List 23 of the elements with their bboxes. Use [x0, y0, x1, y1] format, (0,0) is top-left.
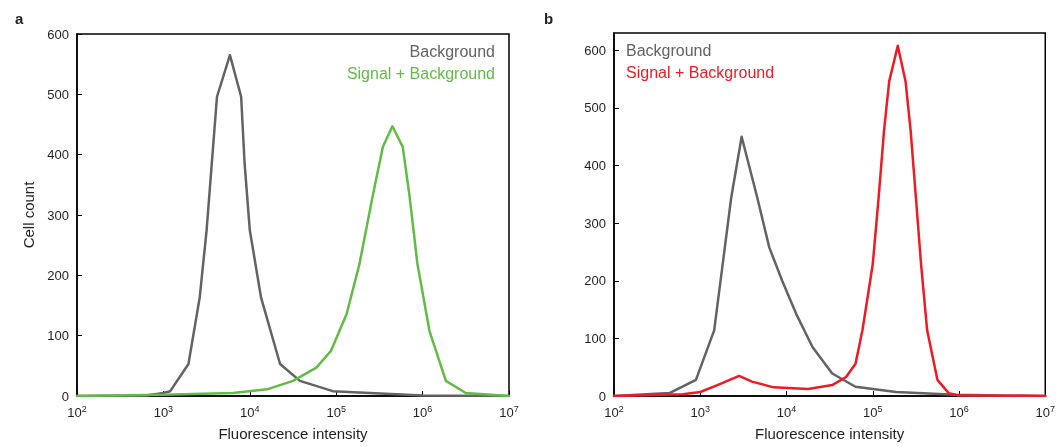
y-tick-label: 200 — [47, 267, 69, 283]
y-tick-label: 100 — [47, 328, 69, 344]
text: Background — [409, 42, 495, 60]
x-axis-title: Fluorescence intensity — [218, 425, 369, 442]
y-tick-label: 300 — [47, 207, 69, 223]
y-tick-label: 400 — [584, 158, 606, 174]
y-tick-label: 300 — [584, 215, 606, 231]
text: Signal + Background — [626, 63, 775, 81]
y-axis-title: Cell count — [20, 180, 38, 249]
chart-title: a — [15, 10, 24, 27]
text: Background — [626, 41, 712, 59]
y-tick-label: 0 — [61, 388, 69, 404]
y-tick-label: 200 — [584, 273, 606, 289]
y-tick-label: 100 — [584, 330, 606, 346]
y-tick-label: 600 — [47, 26, 69, 42]
chart-title: b — [544, 10, 554, 27]
y-tick-label: 500 — [584, 100, 606, 116]
y-tick-label: 0 — [598, 388, 606, 404]
y-tick-label: 600 — [584, 42, 606, 58]
y-tick-label: 500 — [47, 86, 69, 102]
y-tick-label: 400 — [47, 147, 69, 163]
x-axis-title: Fluorescence intensity — [755, 425, 905, 442]
text: Signal + Background — [346, 64, 495, 82]
